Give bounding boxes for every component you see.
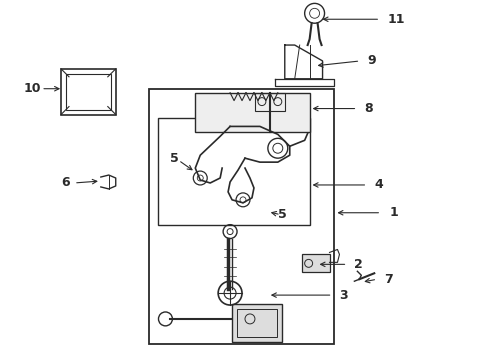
Text: 4: 4 [374, 179, 383, 192]
Bar [255, 93, 285, 111]
Text: 11: 11 [387, 13, 405, 26]
Bar [148, 89, 335, 344]
Text: 6: 6 [61, 176, 70, 189]
Bar [196, 93, 310, 132]
Bar [232, 304, 282, 342]
Text: 5: 5 [171, 152, 179, 165]
Text: 3: 3 [340, 289, 348, 302]
Bar [158, 118, 310, 225]
Bar [302, 255, 329, 272]
Bar [237, 309, 277, 337]
Text: 1: 1 [389, 206, 398, 219]
Text: 10: 10 [23, 82, 41, 95]
Bar [66, 74, 111, 109]
Text: 5: 5 [278, 208, 287, 221]
Bar [61, 69, 116, 114]
Text: 7: 7 [384, 273, 393, 286]
Text: 8: 8 [365, 102, 373, 115]
Text: 9: 9 [368, 54, 376, 67]
Text: 2: 2 [354, 258, 363, 271]
